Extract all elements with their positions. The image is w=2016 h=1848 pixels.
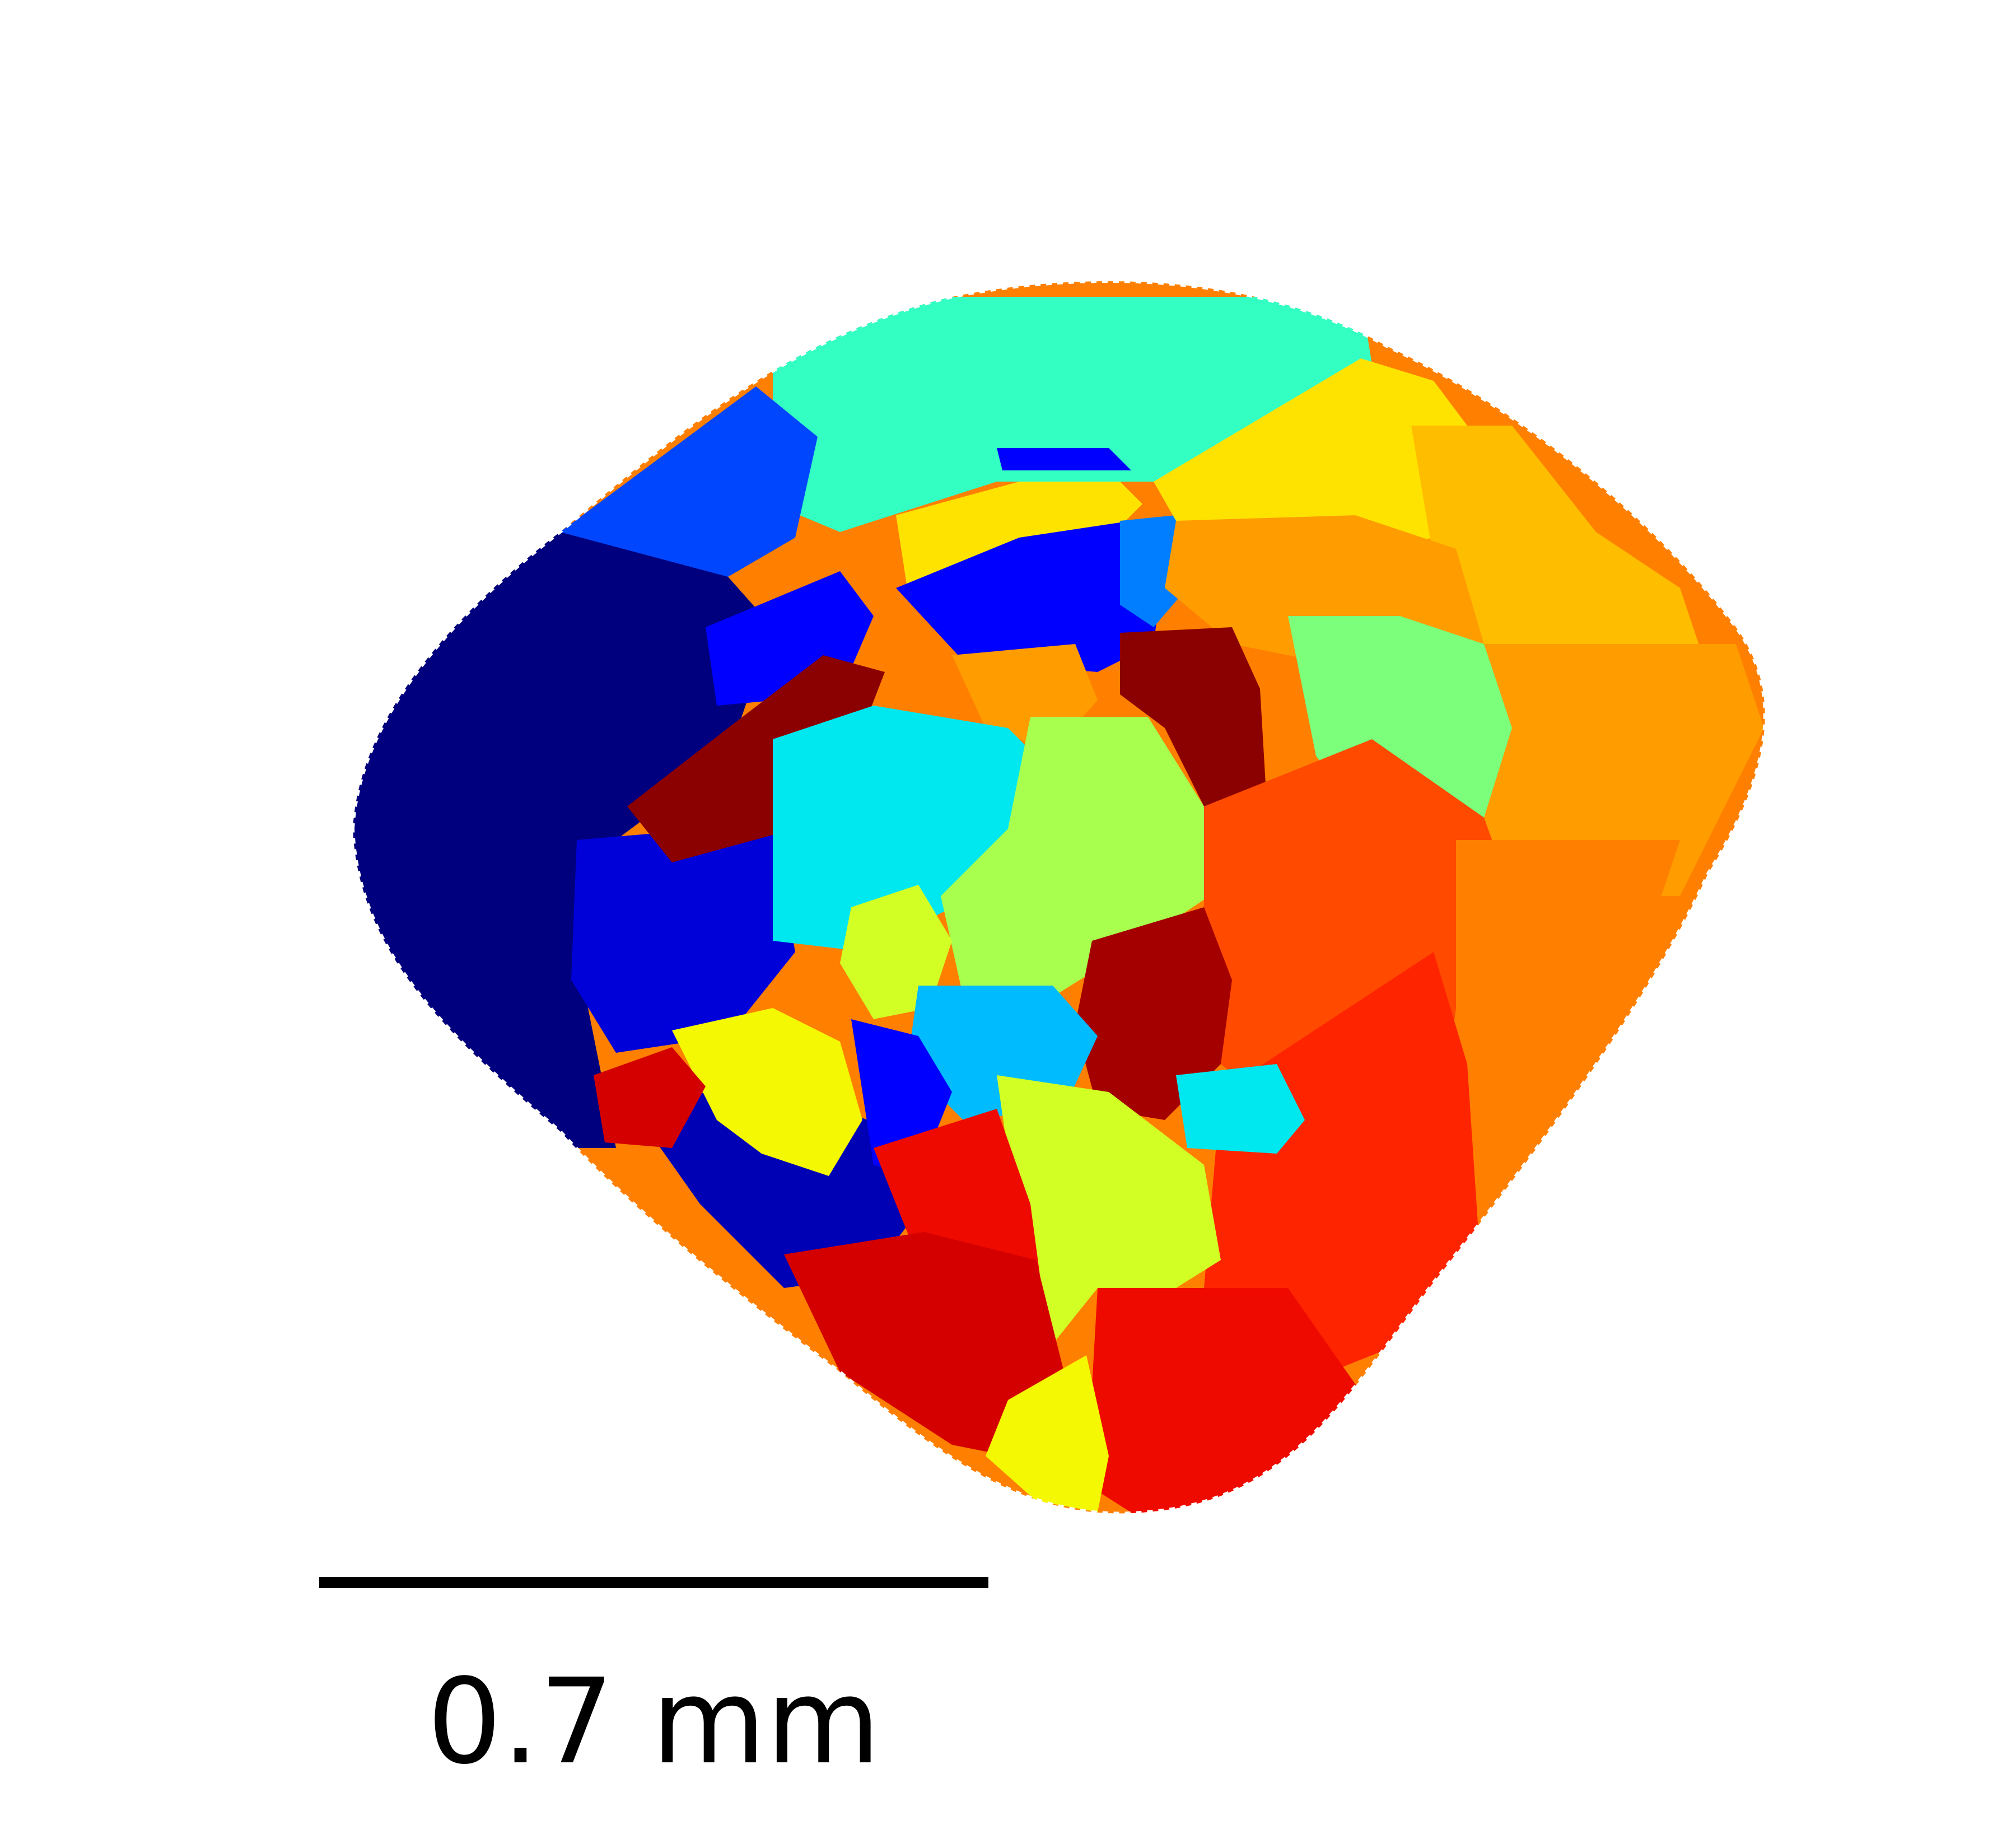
- grain-lime-lower-center: [997, 1075, 1221, 1344]
- grain-yellow-lower-left: [672, 1008, 862, 1176]
- grain-darkblue-center-left: [571, 823, 795, 1053]
- grain-red-bottom-left: [784, 1232, 1064, 1456]
- grain-blue-upper-mid: [997, 448, 1131, 470]
- grain-blue-upper-left: [560, 386, 818, 594]
- grain-teal-top: [773, 297, 1372, 532]
- grain-red-small-left: [594, 1047, 706, 1148]
- grain-blue-center: [896, 521, 1165, 672]
- scale-bar: [319, 1577, 988, 1588]
- grain-darkred-left: [627, 655, 885, 862]
- grain-darkred-top-center: [1120, 627, 1266, 806]
- grain-azure: [1120, 515, 1187, 627]
- grain-yellow-upper-right: [1154, 358, 1467, 560]
- grain-darkorange-lower-right: [1434, 840, 1680, 1243]
- grain-yellow-upper-mid: [896, 482, 1142, 588]
- grain-navy-left: [353, 532, 773, 1148]
- grain-yellow-bottom-tip: [986, 1355, 1109, 1512]
- grain-redorange-lower-right: [1204, 952, 1478, 1378]
- grain-cyan-lower: [1176, 1064, 1305, 1154]
- grain-orange-far-right: [1456, 644, 1764, 896]
- sample-outline: [351, 279, 1767, 1515]
- grain-darkred-center-lower: [1075, 907, 1232, 1120]
- scale-bar-label: 0.7 mm: [427, 1653, 881, 1790]
